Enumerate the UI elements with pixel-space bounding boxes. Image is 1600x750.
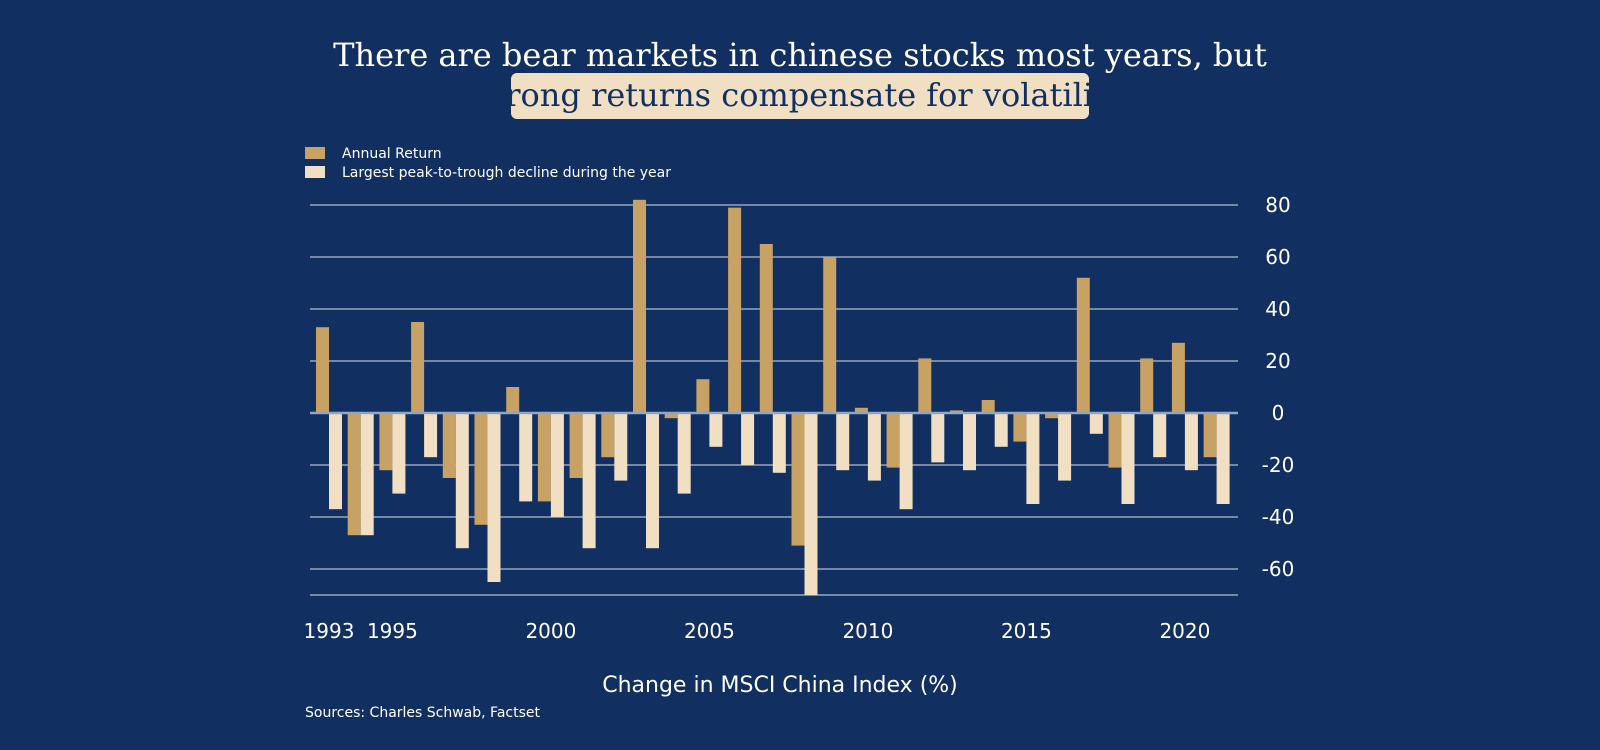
bar-largest-decline-1994 <box>360 413 374 536</box>
chart-title-line1: There are bear markets in chinese stocks… <box>333 36 1267 74</box>
x-tick-label: 2015 <box>1001 619 1052 643</box>
y-tick-label: -40 <box>1262 505 1295 529</box>
bar-annual-return-2002 <box>601 413 615 458</box>
bar-annual-return-2014 <box>981 400 995 413</box>
bar-largest-decline-2019 <box>1153 413 1167 458</box>
bar-largest-decline-2005 <box>709 413 723 447</box>
bar-annual-return-2017 <box>1076 277 1090 413</box>
bar-annual-return-2016 <box>1045 413 1059 419</box>
bar-largest-decline-2008 <box>804 413 818 595</box>
gridlines <box>310 204 1238 596</box>
bars <box>316 199 1230 595</box>
bar-annual-return-2019 <box>1140 358 1154 413</box>
bar-annual-return-1996 <box>411 322 425 413</box>
y-tick-label: 60 <box>1265 245 1290 269</box>
bar-largest-decline-2009 <box>836 413 850 471</box>
x-axis-title: Change in MSCI China Index (%) <box>602 673 958 698</box>
bar-largest-decline-2003 <box>646 413 659 549</box>
y-tick-label: -20 <box>1262 453 1295 477</box>
bar-annual-return-1998 <box>474 413 488 525</box>
bar-annual-return-2012 <box>918 358 932 413</box>
bar-annual-return-1994 <box>347 413 361 536</box>
bar-annual-return-2011 <box>886 413 900 468</box>
x-tick-label: 2020 <box>1159 619 1210 643</box>
bar-annual-return-2013 <box>950 410 963 413</box>
y-tick-labels: 80 60 40 20 0 -20 -40 -60 <box>1262 193 1295 581</box>
bar-largest-decline-2010 <box>867 413 881 481</box>
bar-annual-return-1993 <box>316 327 329 413</box>
bar-largest-decline-2017 <box>1089 413 1103 434</box>
chart-title-line2: strong returns compensate for volatility <box>476 76 1124 114</box>
bar-annual-return-2005 <box>696 379 710 413</box>
bar-largest-decline-2021 <box>1216 413 1230 504</box>
bar-annual-return-2007 <box>759 244 773 413</box>
legend-label-annual-return: Annual Return <box>342 146 442 162</box>
bar-annual-return-2000 <box>537 413 551 502</box>
bar-largest-decline-2006 <box>741 413 755 465</box>
bar-annual-return-2010 <box>854 407 868 413</box>
bar-largest-decline-2011 <box>899 413 913 510</box>
bar-annual-return-2020 <box>1171 342 1185 413</box>
legend-swatch-largest-decline <box>305 166 325 178</box>
title-highlight-box <box>511 73 1089 119</box>
bar-annual-return-2001 <box>569 413 583 478</box>
bar-largest-decline-1997 <box>455 413 469 549</box>
x-tick-label: 2010 <box>842 619 893 643</box>
bar-largest-decline-1996 <box>424 413 438 458</box>
y-tick-label: 20 <box>1265 349 1290 373</box>
y-tick-label: -60 <box>1262 557 1295 581</box>
bar-largest-decline-2000 <box>550 413 564 517</box>
bar-annual-return-2009 <box>823 257 837 413</box>
y-tick-label: 40 <box>1265 297 1290 321</box>
bar-annual-return-2021 <box>1203 413 1217 458</box>
x-tick-label: 1993 <box>304 619 355 643</box>
bar-largest-decline-1998 <box>487 413 501 582</box>
x-tick-label: 2000 <box>525 619 576 643</box>
bar-largest-decline-2015 <box>1026 413 1040 504</box>
x-tick-label: 2005 <box>684 619 735 643</box>
legend-label-largest-decline: Largest peak-to-trough decline during th… <box>342 165 671 181</box>
bar-largest-decline-2020 <box>1184 413 1198 471</box>
x-tick-labels: 1993 1995 2000 2005 2010 2015 2020 <box>304 619 1211 643</box>
bar-largest-decline-2018 <box>1121 413 1135 504</box>
legend-swatch-annual-return <box>305 147 325 159</box>
bar-largest-decline-1995 <box>392 413 406 494</box>
bar-largest-decline-2002 <box>614 413 628 481</box>
bar-annual-return-2018 <box>1108 413 1122 468</box>
bar-annual-return-1997 <box>442 413 456 478</box>
source-note: Sources: Charles Schwab, Factset <box>305 705 540 721</box>
bar-annual-return-2006 <box>728 207 742 413</box>
bar-largest-decline-2007 <box>772 413 786 473</box>
bar-largest-decline-1993 <box>329 413 342 510</box>
bar-largest-decline-2016 <box>1058 413 1072 481</box>
bar-annual-return-2008 <box>791 413 805 546</box>
y-tick-label: 80 <box>1265 193 1290 217</box>
bar-largest-decline-2014 <box>994 413 1008 447</box>
bar-annual-return-1995 <box>379 413 393 471</box>
y-tick-label: 0 <box>1272 401 1285 425</box>
bar-largest-decline-2013 <box>963 413 976 471</box>
bar-annual-return-2004 <box>664 413 678 419</box>
bar-annual-return-2015 <box>1013 413 1027 442</box>
bar-largest-decline-2012 <box>931 413 945 463</box>
bar-largest-decline-1999 <box>519 413 533 502</box>
bar-annual-return-1999 <box>506 387 520 413</box>
bar-largest-decline-2001 <box>582 413 596 549</box>
x-tick-label: 1995 <box>367 619 418 643</box>
bar-annual-return-2003 <box>633 199 646 413</box>
bar-largest-decline-2004 <box>677 413 691 494</box>
